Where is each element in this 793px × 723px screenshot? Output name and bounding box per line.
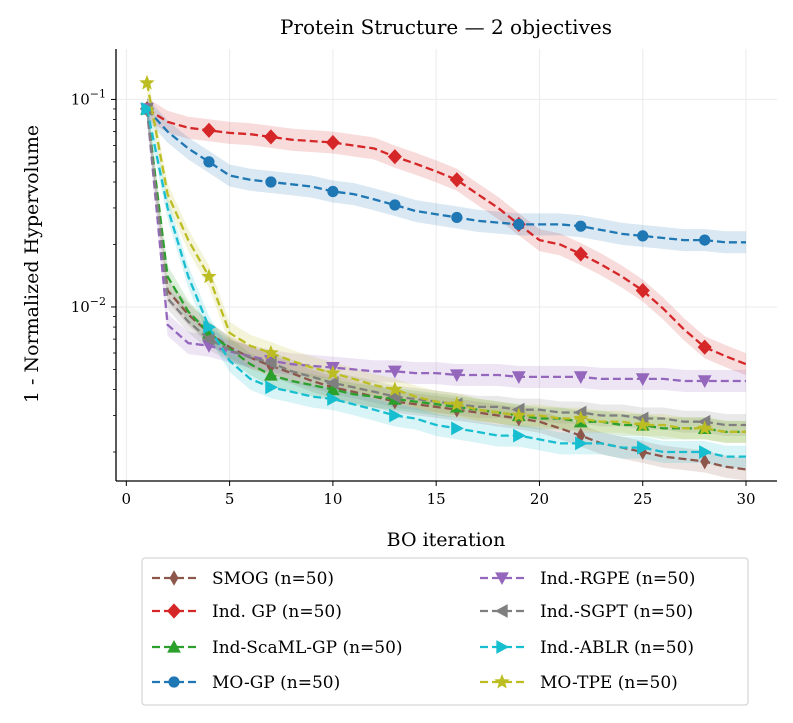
data-point — [263, 129, 278, 145]
data-point — [141, 102, 155, 116]
data-point — [575, 436, 588, 451]
data-point — [573, 371, 588, 384]
data-point — [325, 376, 339, 390]
data-point — [263, 344, 279, 360]
legend-swatch-marker — [495, 572, 509, 586]
legend-item: Ind. GP (n=50) — [152, 602, 342, 622]
data-point — [387, 149, 402, 165]
series — [141, 102, 746, 459]
confidence-band — [147, 97, 746, 481]
data-point — [201, 268, 217, 284]
data-point — [327, 392, 340, 406]
y-tick-label: 10−1 — [71, 87, 106, 108]
x-tick-label: 20 — [530, 490, 549, 508]
data-point — [637, 440, 650, 455]
legend-swatch-marker — [167, 639, 181, 653]
x-axis-label: BO iteration — [387, 529, 506, 551]
data-point — [513, 218, 525, 230]
data-point — [139, 74, 155, 90]
legend-swatch-marker — [169, 570, 179, 586]
data-point — [451, 421, 464, 436]
series-line — [145, 108, 746, 434]
confidence-bands — [147, 72, 746, 481]
data-point — [203, 320, 216, 334]
data-point — [451, 211, 463, 224]
data-point — [449, 369, 464, 383]
legend-item: SMOG (n=50) — [152, 569, 334, 589]
data-point — [573, 410, 589, 426]
data-point — [264, 367, 278, 381]
data-point — [635, 416, 651, 432]
data-point — [203, 156, 215, 168]
legend-label: Ind. GP (n=50) — [212, 602, 342, 622]
data-point — [387, 381, 403, 397]
data-point — [263, 355, 277, 370]
legend-swatch-marker — [494, 604, 508, 618]
data-point — [699, 234, 711, 246]
legend-label: Ind.-RGPE (n=50) — [540, 569, 695, 589]
data-point — [700, 453, 710, 470]
x-tick-label: 25 — [633, 490, 652, 508]
legend-item: Ind-ScaML-GP (n=50) — [152, 638, 403, 658]
confidence-band — [147, 97, 746, 254]
data-point — [635, 373, 650, 386]
y-axis-label: 1 - Normalized Hypervolume — [21, 125, 43, 403]
data-point — [449, 396, 465, 411]
x-tick-label: 0 — [122, 490, 132, 508]
legend-item: MO-TPE (n=50) — [480, 673, 678, 693]
x-tick-label: 15 — [427, 490, 446, 508]
data-point — [265, 380, 278, 395]
legend-swatch-marker — [166, 603, 182, 619]
legend-label: Ind-ScaML-GP (n=50) — [212, 638, 403, 658]
data-point — [389, 408, 402, 423]
data-point — [697, 375, 712, 388]
data-point — [325, 134, 340, 151]
data-point — [573, 246, 588, 262]
legend-label: Ind.-SGPT (n=50) — [540, 602, 693, 622]
data-point — [326, 382, 340, 396]
data-point — [575, 220, 587, 232]
legend-label: SMOG (n=50) — [212, 569, 334, 589]
y-tick-label: 10−2 — [71, 295, 106, 316]
x-tick-label: 5 — [225, 490, 235, 508]
data-point — [697, 339, 712, 355]
data-point — [387, 365, 402, 379]
series — [139, 74, 746, 435]
legend-item: MO-GP (n=50) — [152, 673, 340, 693]
grid-layer — [116, 49, 777, 481]
legend-item: Ind.-SGPT (n=50) — [480, 602, 693, 622]
legend-label: Ind.-ABLR (n=50) — [540, 638, 694, 658]
series-lines — [139, 74, 747, 471]
confidence-band — [147, 97, 746, 443]
data-point — [637, 230, 649, 242]
legend-item: Ind.-ABLR (n=50) — [480, 638, 694, 658]
data-point — [325, 364, 341, 380]
data-point — [635, 282, 650, 299]
data-point — [699, 445, 712, 459]
data-point — [513, 428, 526, 443]
data-point — [696, 420, 713, 435]
data-point — [511, 371, 526, 384]
x-tick-label: 30 — [736, 490, 755, 508]
legend-swatch-marker — [494, 673, 510, 689]
legend-swatch-marker — [168, 676, 180, 688]
legend-label: MO-TPE (n=50) — [540, 673, 678, 693]
legend-item: Ind.-RGPE (n=50) — [480, 569, 695, 589]
data-point — [327, 185, 339, 198]
x-tick-label: 10 — [323, 490, 342, 508]
data-point — [265, 176, 277, 188]
data-point — [389, 199, 401, 211]
chart-title: Protein Structure — 2 objectives — [280, 15, 612, 39]
data-point — [449, 172, 464, 188]
data-point — [201, 332, 215, 346]
legend-label: MO-GP (n=50) — [212, 673, 340, 693]
legend-swatch-marker — [496, 640, 510, 654]
data-point — [511, 407, 527, 423]
data-point — [201, 122, 216, 138]
legend-box — [141, 557, 749, 706]
legend: SMOG (n=50) Ind.-RGPE (n=50) Ind. GP (n=50… — [141, 557, 749, 706]
axes: 0 5 10 15 20 25 30 10−2 10−1 — [71, 49, 777, 508]
